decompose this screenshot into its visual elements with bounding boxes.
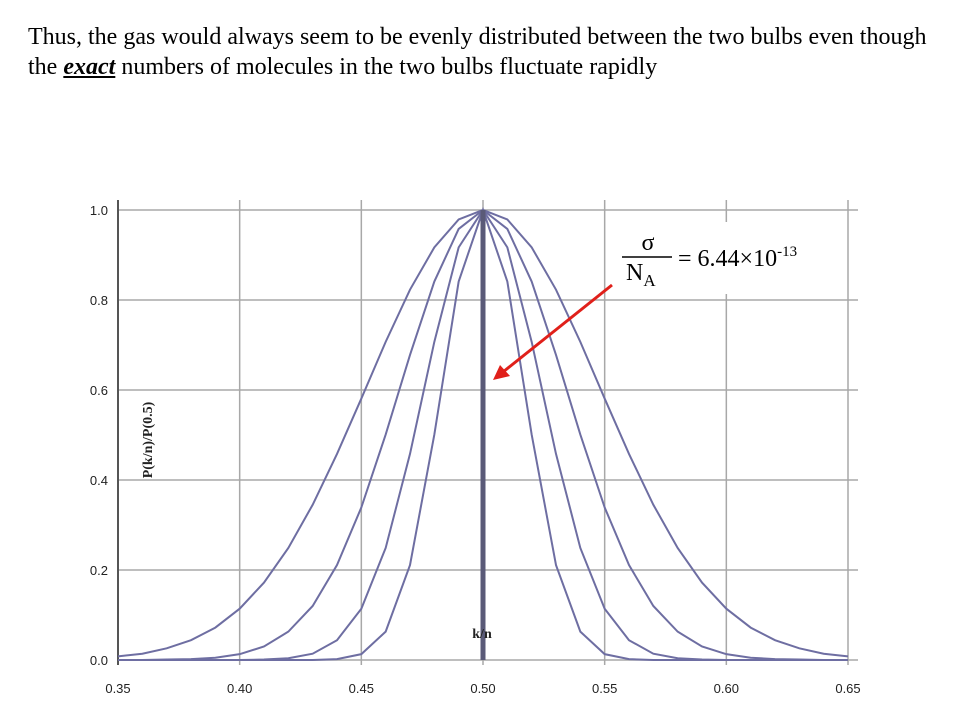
x-axis-label: k/n bbox=[472, 627, 492, 642]
emphasis: exact bbox=[63, 54, 116, 80]
x-tick-label: 0.50 bbox=[470, 681, 495, 696]
arrow-head bbox=[493, 365, 510, 380]
value: = 6.44×10 bbox=[678, 246, 777, 272]
y-tick-label: 0.4 bbox=[90, 473, 108, 488]
annotation-bg bbox=[612, 222, 842, 294]
denominator-sub: A bbox=[643, 271, 656, 290]
y-tick-label: 0.2 bbox=[90, 563, 108, 578]
y-tick-label: 0.6 bbox=[90, 383, 108, 398]
x-tick-label: 0.65 bbox=[835, 681, 860, 696]
arrow bbox=[502, 283, 613, 374]
x-tick-label: 0.40 bbox=[227, 681, 252, 696]
text: numbers of molecules in the two bulbs fl… bbox=[115, 54, 658, 80]
text: Thus, the gas would always seem to be ev… bbox=[28, 24, 927, 80]
y-tick-label: 1.0 bbox=[90, 203, 108, 218]
exponent: -13 bbox=[777, 244, 797, 260]
y-tick-label: 0.8 bbox=[90, 293, 108, 308]
x-tick-label: 0.45 bbox=[349, 681, 374, 696]
denominator: N bbox=[626, 260, 643, 286]
x-tick-label: 0.35 bbox=[105, 681, 130, 696]
annotation-numerator: σ bbox=[642, 230, 655, 256]
annotation-denominator: NA bbox=[626, 260, 656, 290]
x-tick-label: 0.60 bbox=[714, 681, 739, 696]
y-axis-label: P(k/n)/P(0.5) bbox=[141, 401, 156, 478]
x-tick-label: 0.55 bbox=[592, 681, 617, 696]
slide-text: Thus, the gas would always seem to be ev… bbox=[28, 22, 938, 82]
annotation-value: = 6.44×10-13 bbox=[678, 244, 797, 272]
y-tick-label: 0.0 bbox=[90, 653, 108, 668]
